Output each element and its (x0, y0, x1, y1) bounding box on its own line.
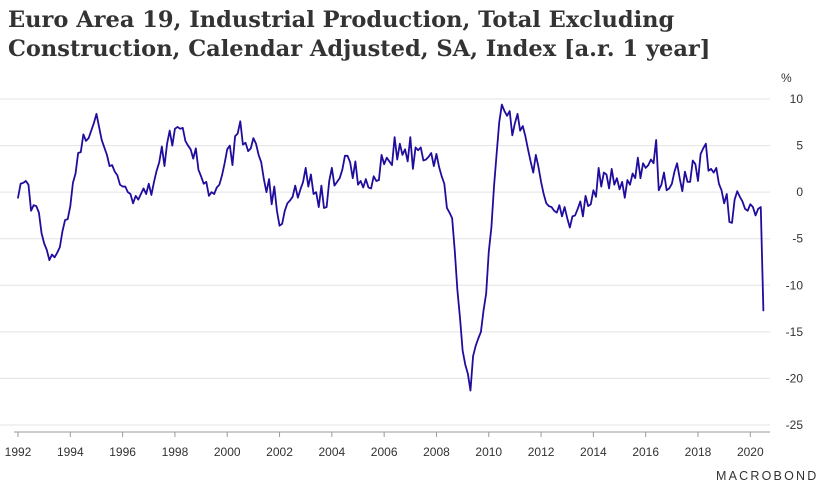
x-tick-label: 2012 (528, 445, 555, 459)
y-tick-label: -25 (786, 418, 804, 432)
series-layer (17, 103, 765, 392)
x-tick-label: 2016 (632, 445, 659, 459)
x-tick-label: 1994 (57, 445, 84, 459)
x-tick-label: 2004 (318, 445, 345, 459)
y-axis-unit-label: % (781, 71, 792, 85)
y-tick-label: 10 (790, 92, 804, 106)
series-line (17, 103, 765, 392)
y-axis-tick-labels: 10 5 0 -5 -10 -15 -20 -25 (786, 92, 804, 432)
x-tick-label: 2014 (580, 445, 607, 459)
x-tick-label: 2010 (475, 445, 502, 459)
x-tick-label: 2006 (371, 445, 398, 459)
macrobond-logo: MACROBOND (716, 469, 819, 483)
x-tick-label: 2000 (214, 445, 241, 459)
y-tick-label: 0 (796, 185, 803, 199)
x-tick-label: 1992 (5, 445, 32, 459)
x-tick-label: 2008 (423, 445, 450, 459)
chart-title-line-1: Euro Area 19, Industrial Production, Tot… (8, 7, 675, 33)
x-tick-label: 2020 (737, 445, 764, 459)
chart-title: Euro Area 19, Industrial Production, Tot… (8, 6, 808, 64)
x-axis (14, 431, 770, 437)
x-tick-label: 2002 (266, 445, 293, 459)
y-tick-label: -20 (786, 371, 804, 385)
y-tick-label: -10 (786, 278, 804, 292)
y-tick-label: -5 (792, 232, 803, 246)
x-tick-label: 1998 (162, 445, 189, 459)
y-tick-label: -15 (786, 325, 804, 339)
x-tick-label: 1996 (109, 445, 136, 459)
x-tick-label: 2018 (685, 445, 712, 459)
y-tick-label: 5 (796, 139, 803, 153)
chart-title-line-2: Construction, Calendar Adjusted, SA, Ind… (8, 36, 711, 62)
x-axis-tick-labels: 1992 1994 1996 1998 2000 2002 2004 2006 2008 2010… (5, 445, 764, 459)
